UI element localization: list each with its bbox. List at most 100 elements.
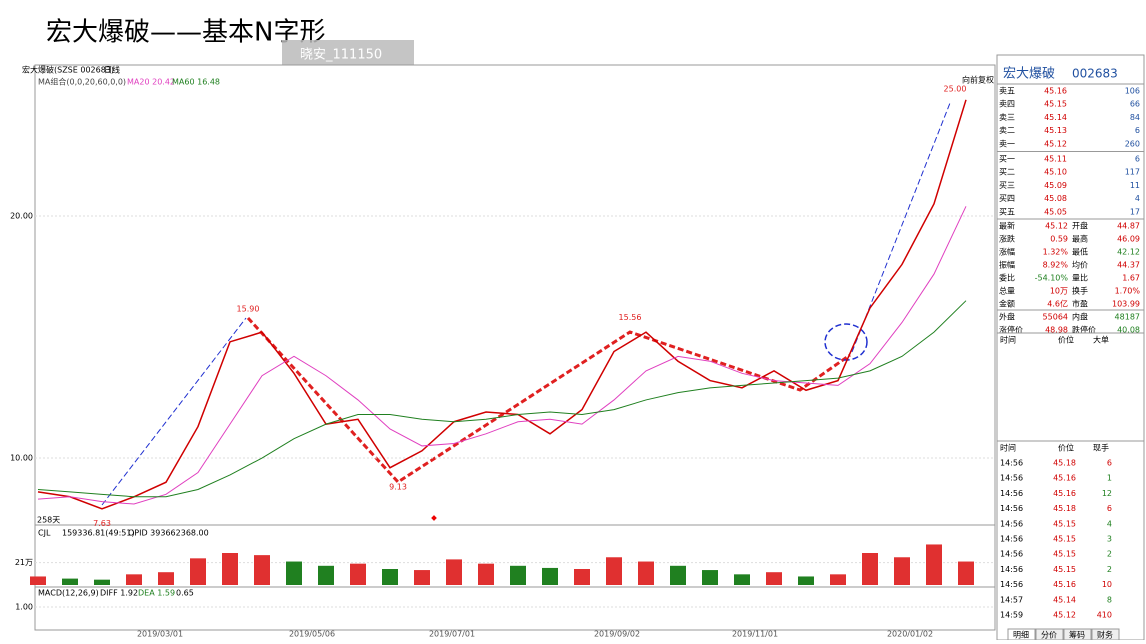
stat-label: 最新 bbox=[999, 221, 1015, 231]
stat-label: 涨幅 bbox=[999, 247, 1015, 257]
chart-frame bbox=[34, 64, 996, 631]
price-annotation: 15.90 bbox=[237, 305, 260, 314]
volume-bar bbox=[286, 561, 302, 585]
tab-label[interactable]: 财务 bbox=[1097, 630, 1113, 640]
stat-label: 均价 bbox=[1072, 260, 1088, 270]
tick-volume: 4 bbox=[1107, 519, 1112, 528]
volume-bar bbox=[382, 569, 398, 585]
price-annotation: 7.63 bbox=[93, 519, 111, 528]
book-label: 卖五 bbox=[999, 87, 1015, 96]
stat-value: 40.08 bbox=[1117, 326, 1140, 335]
volume-bar bbox=[926, 544, 942, 585]
tick-price: 45.15 bbox=[1053, 519, 1076, 528]
book-label: 买五 bbox=[999, 207, 1015, 216]
chart-header: 宏大爆破(SZSE 002683) bbox=[22, 65, 114, 75]
volume-bar bbox=[702, 570, 718, 585]
stat-value: 0.59 bbox=[1050, 235, 1068, 244]
volume-bar bbox=[510, 565, 526, 585]
stat-value: 1.70% bbox=[1115, 287, 1141, 296]
book-price: 45.16 bbox=[1044, 87, 1067, 96]
book-volume: 6 bbox=[1135, 155, 1140, 164]
stat-value: 1.32% bbox=[1043, 248, 1069, 257]
book-price: 45.05 bbox=[1044, 207, 1067, 216]
macd-diff: DIFF 1.92 bbox=[100, 589, 138, 598]
stat-label: 最高 bbox=[1072, 234, 1088, 244]
price-annotation: 15.56 bbox=[619, 313, 642, 322]
tick-volume: 8 bbox=[1107, 595, 1112, 604]
table-header: 时间 bbox=[1000, 443, 1016, 453]
x-tick-label: 2019/03/01 bbox=[137, 630, 183, 639]
tick-time: 14:56 bbox=[1000, 519, 1023, 528]
tick-time: 14:59 bbox=[1000, 611, 1023, 620]
arrow bbox=[101, 317, 247, 506]
ma20-label: MA20 20.42 bbox=[127, 78, 175, 87]
stat-value: 55064 bbox=[1043, 313, 1068, 322]
tick-price: 45.15 bbox=[1053, 535, 1076, 544]
volume-bar bbox=[350, 563, 366, 585]
stat-value: 8.92% bbox=[1043, 261, 1069, 270]
tab-label[interactable]: 明细 bbox=[1013, 630, 1029, 640]
ma-line bbox=[37, 206, 967, 505]
tab-label[interactable]: 分价 bbox=[1041, 631, 1057, 640]
book-price: 45.10 bbox=[1044, 168, 1067, 177]
tick-volume: 1 bbox=[1107, 474, 1112, 483]
stat-label: 开盘 bbox=[1072, 221, 1088, 231]
tick-volume: 2 bbox=[1107, 550, 1112, 559]
stat-label: 涨跌 bbox=[999, 234, 1015, 244]
tick-time: 14:56 bbox=[1000, 550, 1023, 559]
book-label: 买一 bbox=[999, 155, 1015, 164]
y-tick-label: 10.00 bbox=[10, 454, 33, 463]
book-label: 买四 bbox=[999, 194, 1015, 203]
volume-bar bbox=[446, 559, 462, 585]
quote-panel bbox=[996, 54, 1145, 641]
days: 258天 bbox=[37, 516, 60, 525]
book-volume: 117 bbox=[1125, 168, 1140, 177]
stat-value: 44.37 bbox=[1117, 261, 1140, 270]
stat-value: -54.10% bbox=[1035, 274, 1069, 283]
n-shape bbox=[246, 316, 851, 484]
book-price: 45.14 bbox=[1044, 113, 1067, 122]
book-label: 买二 bbox=[999, 168, 1015, 177]
tab-label[interactable]: 筹码 bbox=[1069, 630, 1085, 640]
ma-line bbox=[37, 300, 967, 498]
stat-label: 委比 bbox=[999, 273, 1015, 283]
price-line bbox=[37, 99, 967, 510]
stat-value: 103.99 bbox=[1112, 300, 1140, 309]
tick-time: 14:56 bbox=[1000, 474, 1023, 483]
volume-bar bbox=[574, 569, 590, 585]
tick-time: 14:56 bbox=[1000, 580, 1023, 589]
tick-time: 14:57 bbox=[1000, 595, 1023, 604]
table-header: 价位 bbox=[1058, 335, 1074, 345]
macd-dea: DEA 1.59 bbox=[138, 589, 175, 598]
stat-label: 跌停价 bbox=[1072, 325, 1096, 335]
book-price: 45.15 bbox=[1044, 100, 1067, 109]
book-price: 45.13 bbox=[1044, 126, 1067, 135]
book-volume: 4 bbox=[1135, 194, 1140, 203]
stat-value: 1.67 bbox=[1122, 274, 1140, 283]
x-tick-label: 2019/07/01 bbox=[429, 630, 475, 639]
tick-volume: 2 bbox=[1107, 565, 1112, 574]
tick-volume: 12 bbox=[1102, 489, 1112, 498]
book-label: 卖一 bbox=[999, 139, 1015, 148]
tick-price: 45.16 bbox=[1053, 580, 1076, 589]
tick-price: 45.14 bbox=[1053, 595, 1076, 604]
vol-info: 159336.81(49:51) bbox=[62, 529, 135, 538]
x-tick-label: 2019/11/01 bbox=[732, 630, 778, 639]
volume-bar bbox=[94, 579, 110, 585]
ma60-label: MA60 16.48 bbox=[172, 78, 220, 87]
tick-price: 45.18 bbox=[1053, 459, 1076, 468]
adjust[interactable]: 向前复权 bbox=[962, 75, 994, 85]
book-label: 卖二 bbox=[999, 126, 1015, 135]
tick-price: 45.15 bbox=[1053, 550, 1076, 559]
tick-price: 45.16 bbox=[1053, 474, 1076, 483]
stat-label: 振幅 bbox=[999, 260, 1015, 270]
watermark-box bbox=[282, 40, 414, 68]
stat-label: 最低 bbox=[1072, 247, 1088, 257]
volume-bar bbox=[318, 565, 334, 585]
book-volume: 106 bbox=[1125, 87, 1140, 96]
volume-bar bbox=[958, 561, 974, 585]
tick-price: 45.18 bbox=[1053, 504, 1076, 513]
book-volume: 84 bbox=[1130, 113, 1140, 122]
